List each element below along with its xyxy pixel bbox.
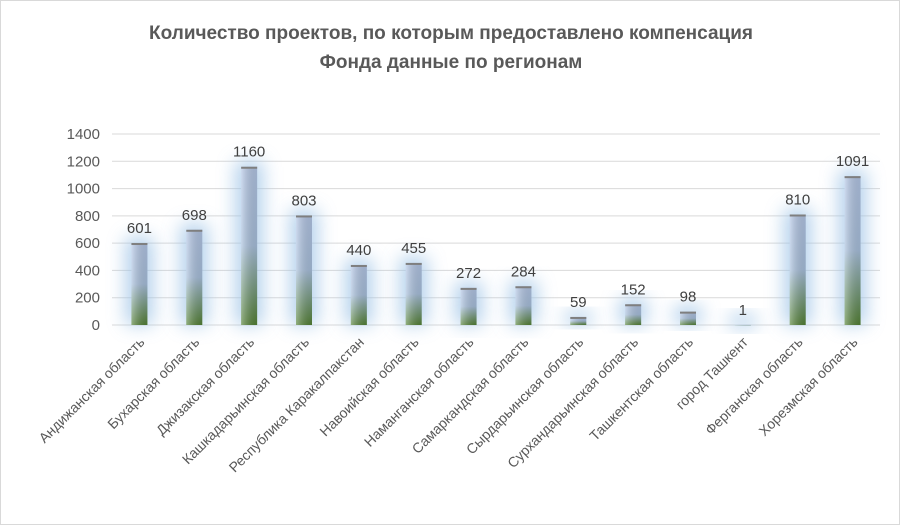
bar-cap (296, 215, 312, 218)
data-label: 455 (401, 240, 426, 257)
chart-title-line-2: Фонда данные по регионам (319, 52, 583, 73)
x-tick-label: Навоийская область (316, 334, 421, 439)
chart-title: Количество проектов, по которым предоста… (1, 19, 901, 77)
bar-cap (350, 264, 367, 267)
y-tick-label: 1000 (67, 181, 100, 198)
bar-cap (515, 286, 532, 289)
y-tick-label: 800 (75, 208, 100, 225)
data-label: 1 (739, 302, 747, 319)
bar-shade (241, 166, 258, 325)
data-label: 698 (182, 207, 207, 224)
bar-shade (460, 287, 477, 325)
bar-cap (789, 214, 806, 217)
bar-shade (680, 311, 696, 325)
bar-cap (680, 311, 696, 314)
bar-cap (241, 166, 258, 169)
bar-shade (405, 262, 422, 325)
bar-cap (405, 262, 422, 265)
data-label: 803 (291, 192, 316, 209)
bar-shade (186, 229, 203, 325)
x-tick-label: Джизакская область (153, 334, 257, 438)
bar-shade (734, 324, 751, 326)
y-tick-label: 1200 (67, 153, 100, 170)
glow-layer (125, 160, 867, 329)
data-label: 152 (621, 281, 646, 298)
bar-cap (460, 287, 477, 290)
data-label: 1091 (836, 153, 869, 170)
data-label: 601 (127, 220, 152, 237)
x-tick-label: Хорезмская область (755, 334, 860, 439)
x-tick-label: Ферганская область (702, 334, 806, 438)
data-label: 1160 (233, 144, 265, 161)
bar-shade (296, 215, 312, 325)
data-label: 810 (785, 191, 810, 208)
data-label: 98 (680, 289, 697, 306)
bar-cap (186, 229, 203, 232)
chart-title-line-1: Количество проектов, по которым предоста… (149, 23, 753, 44)
bar-cap (131, 243, 148, 246)
bar-cap (844, 176, 861, 179)
bar-shade (570, 316, 587, 325)
y-tick-label: 400 (75, 262, 100, 279)
data-label: 59 (570, 294, 587, 311)
grid-layer (112, 133, 880, 326)
y-tick-label: 200 (75, 290, 100, 307)
bar-cap (625, 304, 642, 307)
bar-layer (131, 166, 861, 326)
x-tick-label: Ташкентская область (586, 334, 696, 444)
y-tick-label: 600 (75, 235, 100, 252)
data-label: 272 (456, 265, 481, 282)
y-tick-label: 1400 (67, 126, 100, 143)
x-tick-label: Андижанская область (35, 334, 147, 446)
axis-layer: 0 200 400 600 800 1000 1200 1400 Андижанская обл… (35, 126, 860, 475)
bar-shade (625, 304, 642, 325)
data-label: 284 (511, 263, 536, 280)
y-tick-label: 0 (92, 317, 100, 334)
data-label: 440 (346, 242, 371, 259)
bar-shade (789, 214, 806, 325)
bar-cap (570, 316, 587, 319)
bar-shade (350, 264, 367, 325)
bar-shade (131, 243, 148, 325)
label-layer: 601 698 1160 803 440 455 272 284 59 152 98 1 810 1091 (127, 144, 869, 319)
x-tick-label: Наманганская область (361, 334, 477, 450)
bar-shade (844, 176, 861, 325)
x-tick-label: Бухарская область (104, 334, 202, 432)
bar-shade (515, 286, 532, 325)
